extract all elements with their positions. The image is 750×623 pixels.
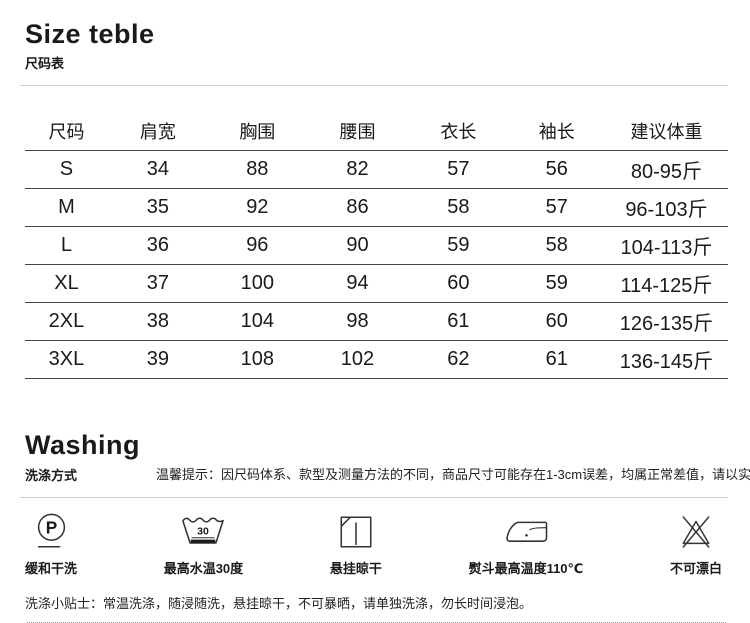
size-cell: 61 [447,310,470,333]
size-cell: 39 [146,348,169,371]
hang-dry-icon [340,516,372,548]
size-cell: 90 [346,234,369,257]
table-row: XL 37 100 94 60 59 114-125斤 [25,265,728,303]
wash-temp-number: 30 [198,525,210,537]
table-row: 2XL 38 104 98 61 60 126-135斤 [25,303,728,341]
size-header-cell: 建议体重 [630,122,703,143]
dry-clean-letter: P [45,517,56,537]
size-cell: 57 [447,158,470,181]
size-header-cell: 袖长 [538,122,575,143]
size-cell: 34 [146,158,169,181]
size-cell: 61 [545,348,568,371]
size-cell: 58 [545,234,568,257]
size-cell: 3XL [48,348,85,371]
size-cell: 35 [146,196,169,219]
size-cell: 59 [447,234,470,257]
washing-icon-label: 熨斗最高温度110℃ [468,560,584,576]
size-cell: XL [54,272,79,295]
size-cell: 104 [240,310,274,333]
size-cell: 58 [447,196,470,219]
size-cell: 136-145斤 [619,351,714,374]
size-cell: 108 [240,348,274,371]
washing-icon-label: 不可漂白 [669,560,722,576]
washing-tips-text: 洗涤小贴士：常温洗涤，随浸随洗，悬挂晾干，不可暴晒，请单独洗涤，勿长时间浸泡。 [25,595,533,611]
size-cell: 94 [346,272,369,295]
size-section-subtitle: 尺码表 [25,56,65,72]
washing-icon-label: 最高水温30度 [163,560,244,576]
table-row: L 36 96 90 59 58 104-113斤 [25,227,728,265]
size-cell: 92 [246,196,269,219]
washing-section-title: Washing [25,430,140,461]
size-cell: 36 [146,234,169,257]
warm-tip-text: 温馨提示：因尺码体系、款型及测量方法的不同，商品尺寸可能存在1-3cm误差，均属… [156,466,750,482]
size-cell: 98 [346,310,369,333]
size-section-title: Size teble [25,19,155,49]
size-cell: 82 [346,158,369,181]
size-section-header: Size teble 尺码表 [25,20,728,72]
size-cell: 96 [246,234,269,257]
size-cell: 38 [146,310,169,333]
size-header-cell: 尺码 [48,122,85,143]
size-cell: 56 [545,158,568,181]
size-cell: 60 [447,272,470,295]
size-header-cell: 胸围 [239,122,276,143]
size-cell: 59 [545,272,568,295]
table-row: M 35 92 86 58 57 96-103斤 [25,189,728,227]
size-cell: 2XL [48,310,85,333]
dry-clean-gentle-icon: P [37,513,65,548]
size-cell: S [59,158,74,181]
size-cell: 57 [545,196,568,219]
size-cell: 62 [447,348,470,371]
washing-icon-item: 悬挂晾干 [330,511,382,577]
washing-section-header: Washing 洗涤方式 温馨提示：因尺码体系、款型及测量方法的不同，商品尺寸可… [25,430,750,483]
table-row: S 34 88 82 57 56 80-95斤 [25,151,728,189]
table-row: 3XL 39 108 102 62 61 136-145斤 [25,341,728,379]
washing-icon-item: 不可漂白 [670,511,722,577]
washing-icon-label: 缓和干洗 [25,560,78,576]
size-header-cell: 衣长 [440,122,477,143]
size-cell: 88 [246,158,269,181]
washing-icons-row: P 缓和干洗 30 最高水温30度 悬挂晾干 [25,511,728,577]
washing-icon-item: P 缓和干洗 [25,511,77,577]
size-cell: 96-103斤 [625,199,708,222]
size-cell: 114-125斤 [620,275,713,298]
washing-icon-item: 熨斗最高温度110℃ [468,511,584,577]
size-cell: 102 [340,348,375,371]
size-table: 尺码 肩宽 胸围 腰围 衣长 袖长 建议体重 S 34 88 82 57 56 … [25,112,728,379]
size-table-header-row: 尺码 肩宽 胸围 腰围 衣长 袖长 建议体重 [25,112,728,151]
washing-icon-item: 30 最高水温30度 [164,511,243,577]
no-bleach-icon [682,515,710,548]
washing-section-subtitle: 洗涤方式 [25,467,78,483]
divider [20,85,728,87]
divider [20,496,728,498]
washing-icon-label: 悬挂晾干 [329,560,382,576]
size-cell: 104-113斤 [620,237,713,260]
size-cell: 100 [240,272,274,295]
wash-30-degrees-icon: 30 [182,517,225,544]
size-cell: 86 [346,196,369,219]
size-header-cell: 肩宽 [139,122,176,143]
size-cell: L [60,234,73,257]
size-cell: M [58,196,75,219]
size-cell: 80-95斤 [630,161,703,184]
size-cell: 60 [545,310,568,333]
iron-max-110-icon [506,521,548,542]
size-cell: 126-135斤 [619,313,714,336]
size-cell: 37 [146,272,169,295]
size-header-cell: 腰围 [339,122,376,143]
